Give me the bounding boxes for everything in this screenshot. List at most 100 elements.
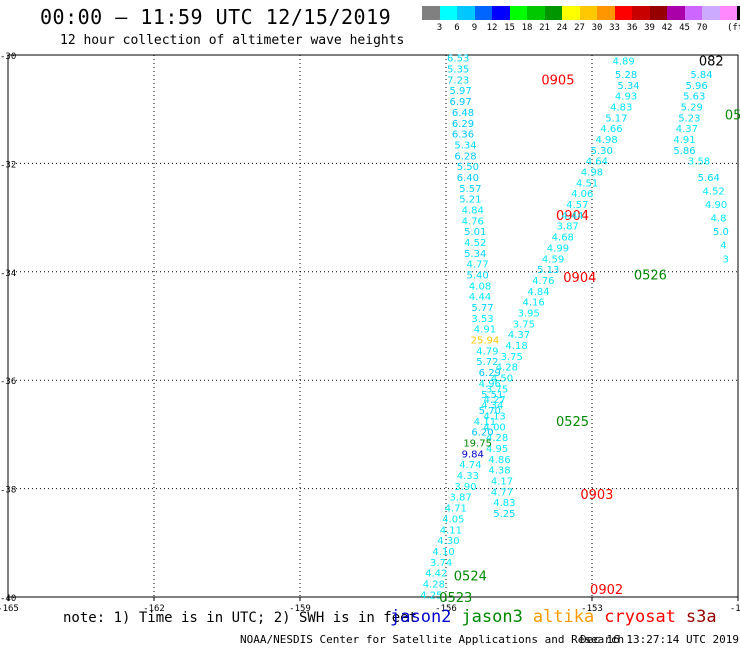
wave-height-point: 4.44 (469, 292, 491, 303)
wave-height-point: 6.40 (457, 173, 479, 184)
time-label: 0526 (634, 269, 667, 284)
wave-height-point: 4.42 (425, 569, 447, 580)
legend-swatch (457, 6, 475, 20)
legend-swatch (719, 6, 737, 20)
time-label: 05 (725, 109, 740, 124)
legend-label: 9 (471, 23, 478, 33)
legend-label: 30 (591, 23, 603, 33)
x-tick-label: -165 (0, 604, 19, 614)
wave-height-point: 5.30 (591, 146, 613, 157)
time-label: 0525 (556, 415, 589, 430)
wave-height-point: 4.28 (486, 433, 508, 444)
wave-height-point: 5.34 (617, 81, 639, 92)
time-label: 0903 (580, 488, 613, 503)
legend-swatch (667, 6, 685, 20)
wave-height-point: 6.53 (447, 54, 469, 65)
x-tick-label: -156 (435, 604, 457, 614)
wave-height-point: 5.64 (698, 173, 720, 184)
wave-height-point: 4.28 (496, 363, 518, 374)
time-label: 0902 (590, 583, 623, 598)
wave-height-point: 4.18 (505, 341, 527, 352)
wave-height-point: 7.23 (447, 75, 469, 86)
wave-height-point: 4.90 (705, 200, 727, 211)
legend-label: 27 (574, 23, 585, 33)
satellite-s3a: s3a (685, 607, 717, 627)
legend-label: 18 (521, 23, 533, 33)
wave-height-point: 4.05 (442, 514, 464, 525)
satellite-legend: jason2 jason3 altika cryosat s3a (390, 607, 727, 627)
wave-height-point: 5.01 (464, 227, 486, 238)
wave-height-point: 3.53 (471, 314, 493, 325)
legend-label: 42 (661, 23, 673, 33)
wave-height-point: 5.97 (449, 86, 471, 97)
legend-swatch (527, 6, 545, 20)
legend-label: 39 (644, 23, 655, 33)
wave-height-point: 4.98 (581, 168, 603, 179)
legend-swatch (702, 6, 720, 20)
wave-height-point: 5.96 (686, 81, 708, 92)
legend-label: 24 (556, 23, 568, 33)
y-tick-label: -40 (0, 594, 16, 604)
wave-height-point: 4.83 (610, 102, 632, 113)
x-tick-label: -159 (289, 604, 311, 614)
y-tick-label: -34 (0, 269, 16, 279)
legend-swatch (632, 6, 650, 20)
wave-height-point: 5.84 (690, 70, 712, 81)
wave-height-point: 5.63 (683, 92, 705, 103)
wave-height-point: 4.71 (445, 504, 467, 515)
time-label: 0523 (439, 591, 472, 606)
wave-height-point: 6.29 (479, 368, 501, 379)
wave-height-point: 4.64 (586, 157, 608, 168)
wave-height-point: 4.34 (481, 401, 503, 412)
wave-height-point: 5.0 (713, 227, 729, 238)
y-tick-label: -30 (0, 52, 16, 62)
wave-height-point: 4.79 (476, 346, 498, 357)
x-tick-label: -153 (581, 604, 603, 614)
time-label: 0904 (556, 209, 589, 224)
plot-frame (7, 54, 739, 598)
legend-label: 3 (436, 23, 443, 33)
wave-height-point: 19.75 (463, 439, 492, 450)
wave-height-point: 4.77 (467, 260, 489, 271)
wave-height-point: 4.08 (469, 281, 491, 292)
wave-height-point: 4.10 (432, 547, 454, 558)
wave-height-point: 4.50 (491, 373, 513, 384)
wave-height-point: 4.77 (491, 487, 513, 498)
wave-height-point: 6.36 (452, 130, 474, 141)
legend-swatch (474, 6, 492, 20)
wave-height-point: 4.8 (711, 214, 727, 225)
legend-label: 6 (454, 23, 460, 33)
legend-swatch (649, 6, 667, 20)
time-label: 082 (699, 54, 724, 69)
wave-height-point: 9.84 (462, 449, 484, 460)
wave-height-point: 3.58 (688, 157, 710, 168)
wave-height-point: 3.87 (557, 222, 579, 233)
legend-label: 15 (504, 23, 515, 33)
wave-height-point: 4.52 (703, 187, 725, 198)
wave-height-point: 4.99 (547, 243, 569, 254)
legend-swatch (579, 6, 597, 20)
legend-label: 33 (609, 23, 620, 33)
wave-height-point: 5.28 (615, 70, 637, 81)
wave-height-point: 5.50 (457, 162, 479, 173)
wave-height-point: 4.00 (484, 422, 506, 433)
wave-height-point: 6.97 (449, 97, 471, 108)
satellite-altika: altika (532, 607, 595, 627)
legend-label: 36 (626, 23, 638, 33)
wave-height-point: 4.96 (479, 379, 501, 390)
wave-height-point: 5.21 (459, 195, 481, 206)
legend-swatch (737, 6, 740, 20)
wave-height-point: 4.06 (571, 189, 593, 200)
wave-height-point: 4.83 (493, 498, 515, 509)
wave-height-point: 5.13 (537, 265, 559, 276)
wave-height-point: 4.84 (462, 205, 484, 216)
wave-height-point: 4.59 (542, 254, 564, 265)
wave-height-point: 4.68 (552, 233, 574, 244)
wave-height-point: 6.28 (454, 151, 476, 162)
wave-height-point: 5.34 (454, 140, 476, 151)
chart-subtitle: 12 hour collection of altimeter wave hei… (60, 33, 405, 48)
credit-line: NOAA/NESDIS Center for Satellite Applica… (240, 633, 625, 646)
wave-height-point: 5.86 (673, 146, 695, 157)
legend-swatch (544, 6, 562, 20)
time-label: 0904 (563, 271, 596, 286)
